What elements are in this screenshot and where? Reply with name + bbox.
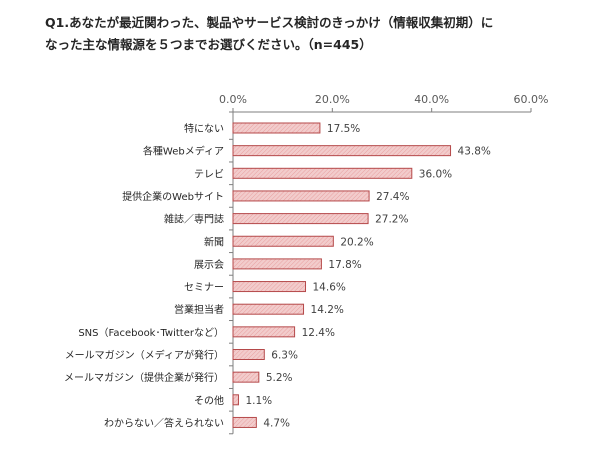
value-label: 17.8%	[328, 259, 361, 271]
chart-title: Q1.あなたが最近関わった、製品やサービス検討のきっかけ（情報収集初期）に なっ…	[45, 12, 585, 56]
bar	[232, 326, 296, 338]
value-label: 20.2%	[340, 236, 373, 248]
bar	[232, 145, 452, 157]
x-tick-label: 0.0%	[219, 93, 247, 106]
bar	[232, 258, 322, 270]
x-tick-label: 20.0%	[315, 93, 350, 106]
category-label: その他	[194, 394, 224, 407]
category-label: 新聞	[204, 235, 224, 248]
category-label: 提供企業のWebサイト	[122, 190, 224, 203]
value-label: 36.0%	[419, 168, 452, 180]
chart-title-line-1: Q1.あなたが最近関わった、製品やサービス検討のきっかけ（情報収集初期）に	[45, 15, 494, 30]
value-label: 17.5%	[327, 123, 360, 135]
bar	[232, 416, 257, 428]
x-tick-label: 40.0%	[414, 93, 449, 106]
bar	[232, 167, 413, 179]
category-label: 各種Webメディア	[143, 145, 224, 158]
category-label: 特にない	[184, 123, 224, 135]
value-label: 27.2%	[375, 214, 408, 226]
bar	[232, 190, 370, 202]
chart-title-line-2: なった主な情報源を５つまでお選びください。（n=445）	[45, 37, 372, 52]
bar	[232, 235, 334, 247]
category-label: 雑誌／専門誌	[164, 213, 224, 226]
value-label: 5.2%	[266, 372, 293, 384]
category-label: セミナー	[184, 282, 224, 294]
category-label: 営業担当者	[174, 303, 224, 316]
category-label: 展示会	[194, 258, 224, 271]
bar	[232, 394, 239, 406]
category-label: わからない／答えられない	[104, 416, 224, 429]
value-label: 14.2%	[311, 304, 344, 316]
bar	[232, 349, 265, 360]
category-label: SNS（Facebook･Twitterなど）	[78, 327, 224, 339]
value-label: 27.4%	[376, 191, 409, 203]
value-label: 6.3%	[271, 350, 298, 362]
value-label: 4.7%	[263, 417, 290, 429]
category-label: メールマガジン（メディアが発行）	[65, 349, 224, 362]
value-label: 1.1%	[245, 395, 272, 407]
category-label: メールマガジン（提供企業が発行）	[64, 371, 224, 384]
bar	[232, 303, 305, 315]
value-label: 12.4%	[302, 327, 335, 339]
value-label: 43.8%	[458, 146, 491, 158]
x-tick-label: 60.0%	[514, 93, 549, 106]
bar	[232, 213, 369, 225]
category-label: テレビ	[194, 168, 224, 180]
bar	[232, 122, 321, 134]
bar	[232, 281, 307, 293]
value-label: 14.6%	[313, 282, 346, 294]
bar	[232, 371, 260, 383]
